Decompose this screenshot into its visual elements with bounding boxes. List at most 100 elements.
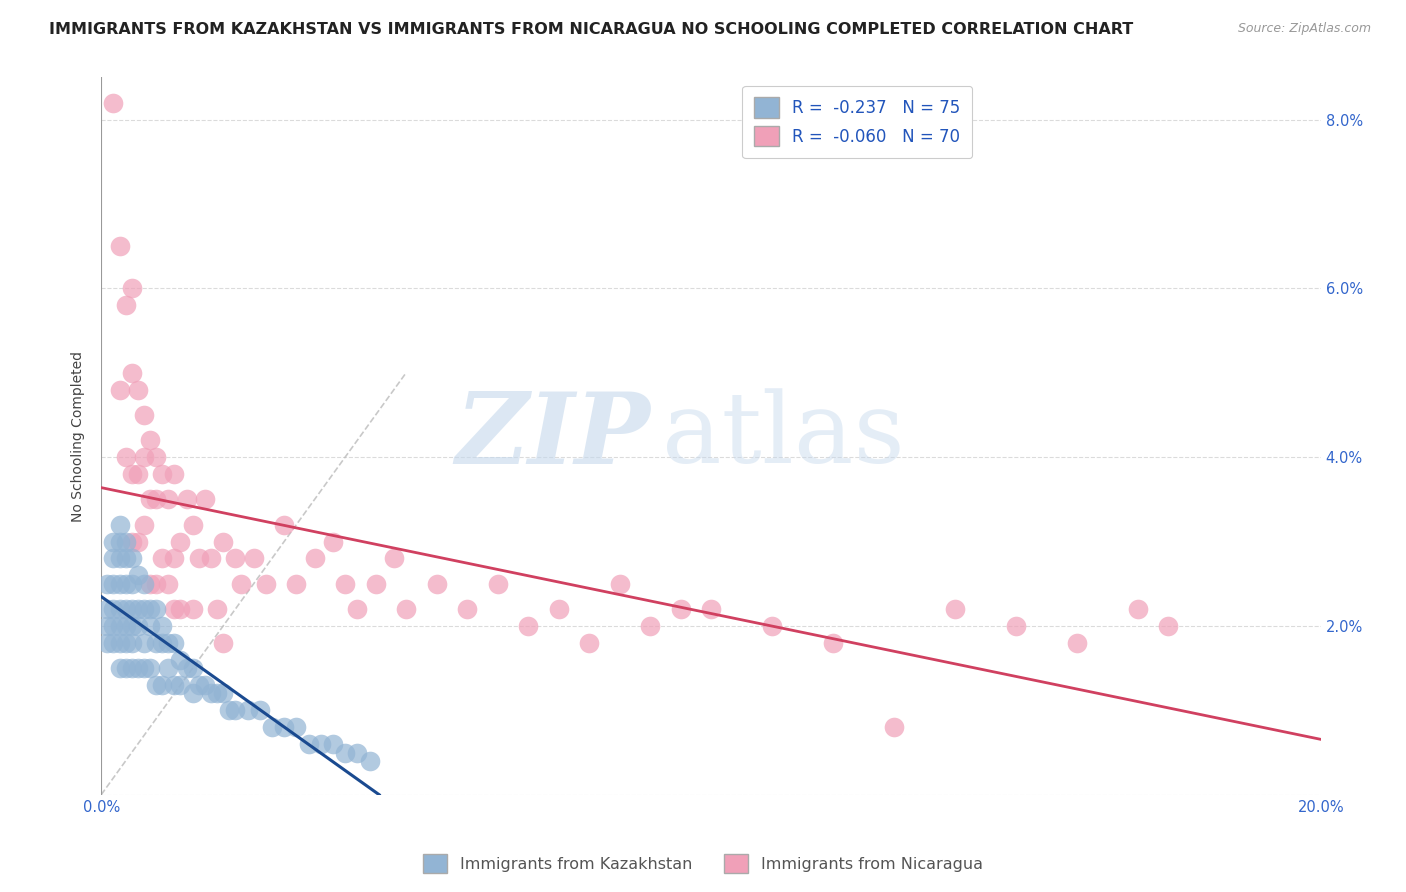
Point (121, 551, 143, 566)
Point (285, 576, 308, 591)
Legend: Immigrants from Kazakhstan, Immigrants from Nicaragua: Immigrants from Kazakhstan, Immigrants f… (416, 847, 990, 880)
Point (181, 686, 204, 700)
Point (145, 602, 167, 616)
Point (139, 619, 162, 633)
Text: ZIP: ZIP (456, 388, 650, 484)
Point (114, 298, 136, 312)
Point (145, 636, 167, 650)
Point (176, 492, 198, 507)
Point (163, 636, 186, 650)
Point (273, 517, 295, 532)
Point (145, 492, 167, 507)
Point (132, 576, 155, 591)
Point (114, 576, 136, 591)
Y-axis label: No Schooling Completed: No Schooling Completed (72, 351, 86, 522)
Point (121, 661, 143, 675)
Point (218, 703, 240, 717)
Point (456, 602, 478, 616)
Point (96, 602, 118, 616)
Point (169, 653, 191, 667)
Point (127, 534, 149, 549)
Point (1157, 619, 1180, 633)
Point (108, 517, 131, 532)
Point (121, 619, 143, 633)
Point (163, 678, 186, 692)
Point (145, 678, 167, 692)
Point (273, 720, 295, 734)
Point (194, 492, 217, 507)
Point (1126, 602, 1149, 616)
Point (114, 551, 136, 566)
Point (127, 383, 149, 397)
Point (224, 703, 246, 717)
Point (114, 619, 136, 633)
Point (157, 661, 180, 675)
Point (121, 636, 143, 650)
Point (285, 720, 308, 734)
Point (121, 467, 143, 481)
Point (96, 576, 118, 591)
Point (249, 703, 271, 717)
Point (176, 661, 198, 675)
Point (163, 602, 186, 616)
Point (96, 619, 118, 633)
Point (139, 576, 162, 591)
Point (150, 551, 173, 566)
Point (121, 281, 143, 295)
Point (103, 636, 125, 650)
Point (395, 602, 418, 616)
Point (139, 492, 162, 507)
Point (108, 551, 131, 566)
Point (108, 534, 131, 549)
Point (132, 408, 155, 422)
Point (382, 551, 405, 566)
Point (821, 636, 844, 650)
Point (242, 551, 264, 566)
Point (157, 636, 180, 650)
Point (96, 636, 118, 650)
Point (169, 534, 191, 549)
Point (108, 636, 131, 650)
Point (181, 661, 204, 675)
Point (127, 661, 149, 675)
Legend: R =  -0.237   N = 75, R =  -0.060   N = 70: R = -0.237 N = 75, R = -0.060 N = 70 (742, 86, 973, 158)
Point (187, 678, 209, 692)
Point (108, 239, 131, 253)
Point (169, 678, 191, 692)
Point (121, 576, 143, 591)
Point (761, 619, 783, 633)
Point (236, 703, 259, 717)
Point (669, 602, 692, 616)
Point (700, 602, 723, 616)
Point (108, 602, 131, 616)
Point (108, 383, 131, 397)
Point (103, 619, 125, 633)
Text: atlas: atlas (662, 388, 905, 484)
Point (943, 602, 966, 616)
Point (121, 534, 143, 549)
Point (486, 576, 509, 591)
Point (194, 678, 217, 692)
Point (205, 602, 228, 616)
Point (200, 551, 222, 566)
Point (108, 619, 131, 633)
Point (200, 686, 222, 700)
Point (114, 602, 136, 616)
Text: Source: ZipAtlas.com: Source: ZipAtlas.com (1237, 22, 1371, 36)
Point (346, 746, 368, 760)
Point (145, 450, 167, 465)
Point (150, 636, 173, 650)
Point (883, 720, 905, 734)
Point (212, 686, 235, 700)
Point (333, 746, 356, 760)
Point (231, 576, 253, 591)
Point (224, 551, 246, 566)
Point (212, 534, 235, 549)
Point (1066, 636, 1088, 650)
Point (609, 576, 631, 591)
Point (150, 619, 173, 633)
Point (127, 619, 149, 633)
Point (132, 636, 155, 650)
Point (150, 467, 173, 481)
Point (103, 95, 125, 110)
